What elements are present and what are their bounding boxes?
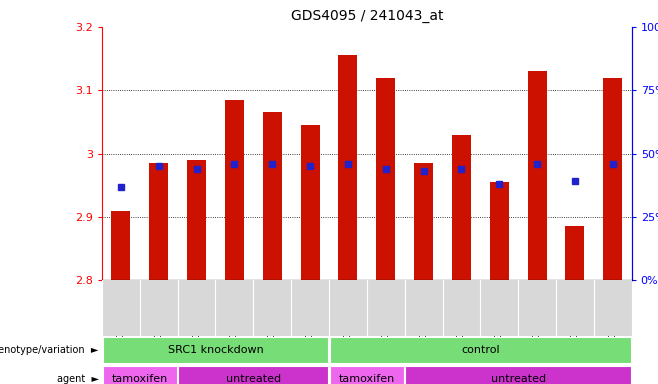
Bar (263, 113, 282, 280)
Text: control: control (461, 345, 499, 356)
Bar (414, 163, 433, 280)
Bar (376, 78, 395, 280)
Bar (452, 135, 471, 280)
Bar (103, 366, 177, 384)
Bar (405, 366, 631, 384)
Text: tamoxifen: tamoxifen (112, 374, 168, 384)
Text: untreated: untreated (226, 374, 281, 384)
Text: untreated: untreated (491, 374, 545, 384)
Text: agent  ►: agent ► (57, 374, 99, 384)
Bar (330, 366, 404, 384)
Bar (187, 160, 206, 280)
Bar (178, 366, 328, 384)
Bar (603, 78, 622, 280)
Bar (111, 210, 130, 280)
Bar (225, 100, 244, 280)
Text: genotype/variation  ►: genotype/variation ► (0, 345, 99, 356)
Bar (565, 227, 584, 280)
Bar (103, 338, 328, 363)
Bar (149, 163, 168, 280)
Bar (490, 182, 509, 280)
Bar (301, 125, 320, 280)
Bar (528, 71, 547, 280)
Bar (330, 338, 631, 363)
Bar (338, 55, 357, 280)
Text: SRC1 knockdown: SRC1 knockdown (168, 345, 263, 356)
Text: tamoxifen: tamoxifen (339, 374, 395, 384)
Title: GDS4095 / 241043_at: GDS4095 / 241043_at (291, 9, 443, 23)
